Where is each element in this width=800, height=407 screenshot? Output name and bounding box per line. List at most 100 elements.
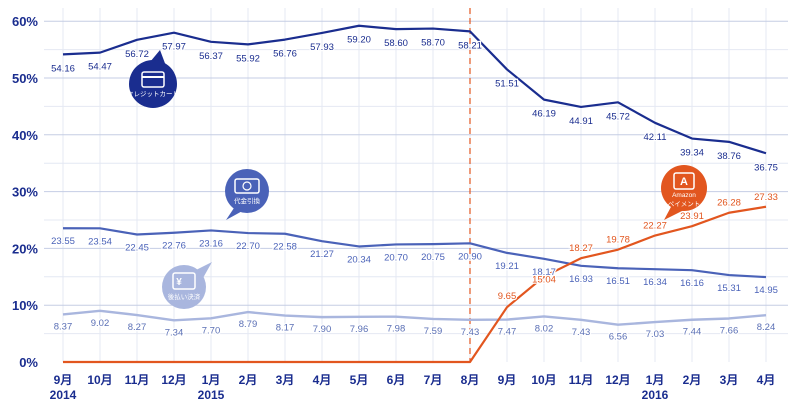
x-tick-label: 4月	[313, 373, 332, 387]
x-tick-label: 11月	[569, 373, 594, 387]
x-tick-label: 7月	[424, 373, 443, 387]
data-label-invoice: 9.02	[91, 318, 110, 329]
series-line-invoice	[62, 309, 767, 326]
credit-card-icon	[141, 71, 165, 88]
series-line-amazon	[63, 205, 767, 364]
x-tick-label: 9月	[498, 373, 517, 387]
data-label-cod: 22.76	[162, 241, 186, 252]
data-label-cod: 20.75	[421, 252, 445, 263]
data-label-cod: 20.34	[347, 254, 371, 265]
x-tick-label: 2月	[239, 373, 258, 387]
legend-label-invoice: 後払い決済	[168, 292, 201, 301]
data-label-amazon: 15.04	[532, 275, 556, 286]
data-label-credit: 44.91	[569, 116, 593, 127]
data-label-credit: 39.34	[680, 148, 704, 159]
data-label-credit: 46.19	[532, 109, 556, 120]
cash-bill-icon-coin	[242, 181, 252, 191]
data-label-cod: 16.16	[680, 278, 704, 289]
data-label-credit: 57.93	[310, 42, 334, 53]
x-tick-label: 3月	[720, 373, 739, 387]
data-label-cod: 19.21	[495, 261, 519, 272]
data-label-credit: 56.72	[125, 49, 149, 60]
data-label-cod: 22.58	[273, 242, 297, 253]
x-tick-label: 4月	[757, 373, 776, 387]
data-label-cod: 23.55	[51, 236, 75, 247]
x-tick-label: 10月	[531, 373, 556, 387]
data-label-credit: 54.47	[88, 62, 112, 73]
data-label-credit: 58.21	[458, 40, 482, 51]
data-label-invoice: 7.98	[387, 324, 406, 335]
data-label-invoice: 8.24	[757, 322, 776, 333]
y-tick-label: 40%	[12, 128, 38, 143]
data-label-invoice: 8.37	[54, 321, 73, 332]
x-tick-label: 6月	[387, 373, 406, 387]
series-line-credit	[62, 24, 767, 155]
x-tick-label: 3月	[276, 373, 295, 387]
data-label-cod: 23.16	[199, 238, 223, 249]
data-label-amazon: 27.33	[754, 192, 778, 203]
data-label-credit: 45.72	[606, 111, 630, 122]
x-year-label: 2015	[198, 388, 225, 402]
data-label-invoice: 7.90	[313, 324, 332, 335]
y-tick-label: 50%	[12, 71, 38, 86]
x-tick-label: 11月	[125, 373, 150, 387]
data-label-cod: 18.17	[532, 267, 556, 278]
data-label-cod: 16.34	[643, 277, 667, 288]
data-label-credit: 51.51	[495, 78, 519, 89]
data-label-credit: 36.75	[754, 162, 778, 173]
data-label-credit: 59.20	[347, 35, 371, 46]
data-label-cod: 16.93	[569, 274, 593, 285]
x-tick-label: 12月	[161, 373, 186, 387]
data-label-invoice: 7.66	[720, 325, 739, 336]
legend-label-amazon: ペイメント	[668, 200, 701, 208]
data-label-cod: 20.90	[458, 251, 482, 262]
data-label-invoice: 8.02	[535, 323, 554, 334]
data-label-credit: 38.76	[717, 151, 741, 162]
data-label-invoice: 7.44	[683, 327, 702, 338]
data-label-amazon: 18.27	[569, 243, 593, 254]
data-label-invoice: 7.59	[424, 326, 443, 337]
data-label-cod: 21.27	[310, 249, 334, 260]
data-label-credit: 58.60	[384, 38, 408, 49]
x-year-label: 2014	[50, 388, 77, 402]
data-label-amazon: 9.65	[498, 291, 517, 302]
data-label-invoice: 8.17	[276, 323, 295, 334]
data-label-amazon: 23.91	[680, 211, 704, 222]
data-label-invoice: 8.79	[239, 319, 258, 330]
amazon-a-icon-letter: A	[680, 176, 688, 188]
data-label-cod: 22.70	[236, 241, 260, 252]
y-tick-label: 60%	[12, 14, 38, 29]
x-tick-label: 2月	[683, 373, 702, 387]
legend-bubble-credit: クレジットカード	[127, 50, 179, 108]
data-label-amazon: 26.28	[717, 198, 741, 209]
x-tick-label: 1月	[202, 373, 221, 387]
data-label-cod: 22.45	[125, 242, 149, 253]
y-tick-label: 10%	[12, 298, 38, 313]
legend-bubble-cod: 代金引換	[225, 169, 269, 220]
y-tick-label: 20%	[12, 241, 38, 256]
data-label-invoice: 6.56	[609, 332, 628, 343]
yen-invoice-icon-symbol: ¥	[176, 277, 182, 288]
data-label-credit: 58.70	[421, 38, 445, 49]
legend-label-cod: 代金引換	[234, 196, 261, 205]
data-label-invoice: 7.43	[572, 327, 591, 338]
data-label-invoice: 7.70	[202, 325, 221, 336]
data-label-credit: 56.76	[273, 49, 297, 60]
data-label-cod: 14.95	[754, 285, 778, 296]
data-label-invoice: 7.34	[165, 327, 184, 338]
data-label-cod: 23.54	[88, 236, 112, 247]
data-label-invoice: 7.96	[350, 324, 369, 335]
data-label-credit: 55.92	[236, 53, 260, 64]
data-label-amazon: 19.78	[606, 235, 630, 246]
x-tick-label: 5月	[350, 373, 369, 387]
data-label-invoice: 7.03	[646, 329, 665, 340]
yen-invoice-icon	[172, 272, 196, 290]
x-tick-label: 9月	[54, 373, 73, 387]
bubble-circle	[661, 165, 707, 211]
legend-label-credit: クレジットカード	[127, 90, 179, 98]
data-label-credit: 54.16	[51, 63, 75, 74]
amazon-a-icon	[673, 172, 695, 190]
data-label-credit: 42.11	[643, 132, 666, 143]
x-tick-label: 1月	[646, 373, 665, 387]
